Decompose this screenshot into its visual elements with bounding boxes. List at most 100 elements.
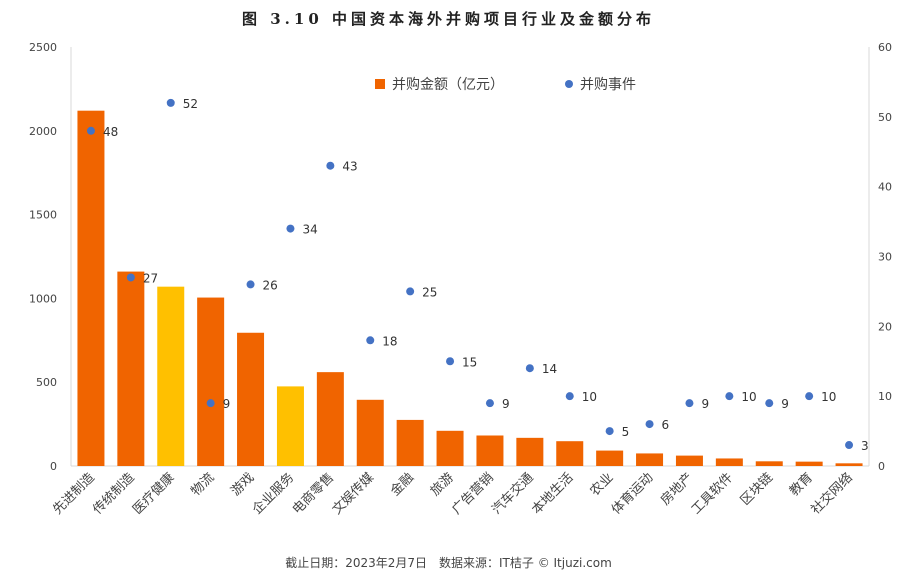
x-tick-label: 农业 xyxy=(587,470,616,499)
legend-dot-label: 并购事件 xyxy=(580,77,636,93)
bar xyxy=(755,461,783,466)
y-right-tick-label: 10 xyxy=(878,390,892,403)
event-data-label: 9 xyxy=(701,397,709,411)
bar xyxy=(197,297,225,466)
event-dot xyxy=(805,392,814,401)
y-right-tick-label: 50 xyxy=(878,111,892,124)
event-data-label: 10 xyxy=(821,390,836,404)
x-tick-label: 工具软件 xyxy=(689,470,736,517)
event-data-label: 10 xyxy=(582,390,597,404)
bar xyxy=(835,463,863,466)
event-dot xyxy=(206,399,215,408)
x-tick-label: 物流 xyxy=(188,470,217,499)
event-dot xyxy=(565,392,574,401)
footer-source: 截止日期：2023年2月7日 数据来源：IT桔子 © Itjuzi.com xyxy=(285,556,612,570)
x-tick-label: 电商零售 xyxy=(289,470,337,518)
chart-title: 图 3.10 中国资本海外并购项目行业及金额分布 xyxy=(242,10,655,28)
event-data-label: 15 xyxy=(462,355,477,369)
event-dot xyxy=(845,441,854,450)
bar xyxy=(476,435,504,466)
x-tick-label: 先进制造 xyxy=(50,470,97,517)
y-right-tick-label: 0 xyxy=(878,460,885,473)
y-right-tick-label: 60 xyxy=(878,41,892,54)
event-dot xyxy=(605,427,614,436)
event-dot xyxy=(406,287,415,296)
legend-dot-swatch xyxy=(565,80,573,88)
bar xyxy=(556,441,584,466)
bar xyxy=(396,419,424,466)
y-left-tick-label: 500 xyxy=(36,376,57,389)
bar xyxy=(516,437,544,466)
x-tick-label: 广告营销 xyxy=(449,470,496,517)
bar xyxy=(77,110,105,467)
event-dot xyxy=(765,399,774,408)
x-tick-label: 房地产 xyxy=(657,470,696,509)
x-tick-label: 社交网络 xyxy=(808,470,856,518)
y-left-tick-label: 2500 xyxy=(29,41,57,54)
bar xyxy=(436,430,464,466)
chart-legend: 并购金额（亿元） 并购事件 xyxy=(375,77,636,93)
x-tick-label: 传统制造 xyxy=(90,470,137,517)
x-tick-label: 教育 xyxy=(786,470,816,500)
event-data-label: 43 xyxy=(342,160,357,174)
bar xyxy=(596,450,624,466)
chart-bars xyxy=(77,110,863,467)
event-dot xyxy=(126,273,135,282)
event-dot xyxy=(86,126,95,135)
x-tick-label: 本地生活 xyxy=(529,470,576,517)
bar xyxy=(636,453,664,466)
event-data-label: 5 xyxy=(622,425,630,439)
bar xyxy=(675,455,703,466)
bar xyxy=(157,286,185,466)
x-tick-label: 汽车交通 xyxy=(489,470,537,518)
event-data-label: 9 xyxy=(223,397,231,411)
event-dot xyxy=(525,364,534,373)
bar xyxy=(715,458,743,466)
bar xyxy=(795,461,823,466)
event-data-label: 18 xyxy=(382,334,397,348)
y-right-tick-label: 20 xyxy=(878,320,892,333)
event-data-label: 14 xyxy=(542,362,557,376)
x-tick-label: 金融 xyxy=(387,470,417,500)
x-tick-label: 体育运动 xyxy=(608,470,656,518)
bar xyxy=(356,399,384,466)
x-tick-label: 医疗健康 xyxy=(129,470,177,518)
x-tick-label: 旅游 xyxy=(428,470,457,499)
event-dot xyxy=(446,357,455,366)
event-dot xyxy=(246,280,255,289)
chart-dots xyxy=(86,98,854,450)
bar xyxy=(117,271,145,466)
event-data-label: 34 xyxy=(302,223,317,237)
y-left-tick-label: 2000 xyxy=(29,125,57,138)
bar xyxy=(276,386,304,466)
event-dot xyxy=(485,399,494,408)
x-tick-label: 文娱传媒 xyxy=(330,470,377,517)
event-dot xyxy=(366,336,375,345)
x-tick-label: 游戏 xyxy=(228,470,257,499)
bar xyxy=(316,372,344,466)
event-data-label: 6 xyxy=(662,418,670,432)
y-right-tick-label: 30 xyxy=(878,251,892,264)
event-dot xyxy=(166,98,175,107)
y-right-tick-label: 40 xyxy=(878,181,892,194)
y-left-tick-label: 0 xyxy=(50,460,57,473)
event-dot xyxy=(725,392,734,401)
x-tick-label: 企业服务 xyxy=(249,470,297,518)
x-tick-label: 区块链 xyxy=(738,470,776,508)
bar xyxy=(237,332,265,466)
event-data-label: 26 xyxy=(263,278,278,292)
event-dot xyxy=(326,161,335,170)
event-dot xyxy=(685,399,694,408)
event-dot xyxy=(645,420,654,429)
event-data-label: 52 xyxy=(183,97,198,111)
event-data-label: 25 xyxy=(422,285,437,299)
event-data-label: 3 xyxy=(861,439,869,453)
event-data-label: 9 xyxy=(502,397,510,411)
y-left-tick-label: 1000 xyxy=(29,292,57,305)
event-data-label: 10 xyxy=(741,390,756,404)
event-data-label: 48 xyxy=(103,125,118,139)
event-data-label: 27 xyxy=(143,271,158,285)
legend-bar-swatch xyxy=(375,79,385,89)
